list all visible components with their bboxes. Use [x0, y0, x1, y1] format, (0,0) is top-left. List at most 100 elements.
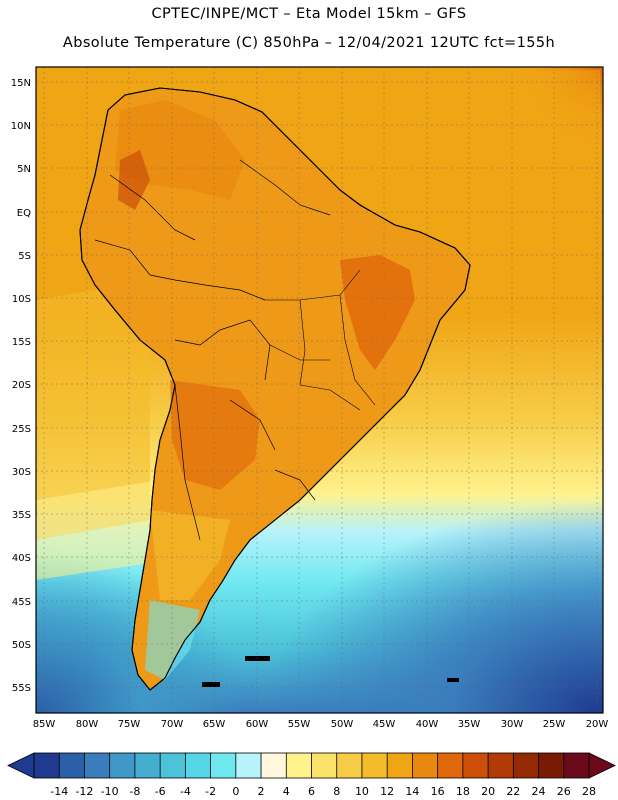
lat-label: 50S: [12, 640, 31, 651]
colorbar-swatch: [437, 752, 464, 779]
colorbar-swatch: [361, 752, 388, 779]
hot-northeast-brazil: [340, 255, 415, 370]
lon-label: 50W: [331, 719, 354, 730]
lat-label: 10N: [11, 121, 31, 132]
colorbar-tick-label: 8: [333, 785, 340, 798]
colorbar: -14 -12 -10 -8 -6 -4 -2 0 2 4 6 8 10 12 14 16 18 20 22 24 26…: [7, 752, 616, 798]
colorbar-tick-label: 4: [283, 785, 290, 798]
lat-label: 45S: [12, 597, 31, 608]
continent-outline: [79, 87, 471, 691]
colorbar-swatch: [412, 752, 439, 779]
lat-label: 5N: [17, 164, 31, 175]
lat-label: 30S: [12, 467, 31, 478]
colorbar-tick-label: -10: [101, 785, 119, 798]
colorbar-tick-label: -2: [205, 785, 216, 798]
colorbar-tick-label: 0: [232, 785, 239, 798]
colorbar-tick-label: 6: [308, 785, 315, 798]
colorbar-tick-label: -4: [180, 785, 191, 798]
lon-label: 35W: [458, 719, 481, 730]
pacific-mild-band: [36, 280, 150, 540]
colorbar-tick-label: 14: [405, 785, 419, 798]
border-venezuela-guyana: [239, 159, 331, 216]
colorbar-tick-label: -8: [129, 785, 140, 798]
lon-label: 65W: [203, 719, 226, 730]
colorbar-swatch: [84, 752, 111, 779]
colorbar-swatch: [134, 752, 161, 779]
lon-label: 45W: [373, 719, 396, 730]
lat-label: 15N: [11, 78, 31, 89]
lat-label: 40S: [12, 553, 31, 564]
colorbar-swatch: [311, 752, 338, 779]
colorbar-tick-label: 16: [431, 785, 445, 798]
lat-label: 15S: [12, 337, 31, 348]
lon-label: 75W: [118, 719, 141, 730]
lat-label: 5S: [18, 251, 31, 262]
lat-label: 25S: [12, 424, 31, 435]
lon-label: 70W: [161, 719, 184, 730]
lon-label: 55W: [288, 719, 311, 730]
colorbar-arrow-left: [7, 752, 35, 779]
lat-label: 35S: [12, 510, 31, 521]
colorbar-arrow-right: [588, 752, 616, 779]
colorbar-swatch: [487, 752, 515, 779]
pacific-cool-band: [36, 480, 170, 580]
hot-andes-north: [118, 150, 150, 210]
border-colombia: [109, 174, 196, 241]
islands: [202, 656, 459, 687]
colorbar-tick-label: -14: [50, 785, 68, 798]
border-chile-argentina: [174, 384, 201, 541]
lon-label: 20W: [586, 719, 609, 730]
colorbar-swatch: [210, 752, 237, 779]
lat-label: EQ: [17, 208, 31, 219]
mild-patagonia-north: [150, 510, 230, 600]
temperature-field: [36, 67, 603, 713]
colorbar-swatch: [386, 752, 414, 779]
colorbar-swatch: [563, 752, 590, 779]
lat-label: 20S: [12, 380, 31, 391]
hot-chaco-region: [170, 380, 260, 490]
colorbar-swatch: [58, 752, 86, 779]
border-ecuador-peru: [94, 239, 151, 276]
lat-label: 10S: [12, 294, 31, 305]
lon-label: 30W: [501, 719, 524, 730]
colorbar-swatch: [235, 752, 262, 779]
lon-label: 40W: [416, 719, 439, 730]
colorbar-tick-label: -12: [75, 785, 93, 798]
colorbar-swatch: [109, 752, 136, 779]
lon-label: 60W: [246, 719, 269, 730]
colorbar-tick-label: 10: [355, 785, 369, 798]
colorbar-tick-label: 12: [380, 785, 394, 798]
lon-label: 25W: [543, 719, 566, 730]
brazil-state-borders: [265, 269, 376, 411]
border-uruguay: [274, 469, 316, 501]
map-frame: [35, 66, 604, 714]
colorbar-swatch: [512, 752, 540, 779]
colorbar-tick-label: -6: [155, 785, 166, 798]
colorbar-tick-label: 20: [481, 785, 495, 798]
border-peru-brazil: [149, 274, 266, 301]
colorbar-swatch: [336, 752, 363, 779]
colorbar-tick-label: 2: [258, 785, 265, 798]
colorbar-swatch: [260, 752, 287, 779]
border-bolivia: [174, 319, 271, 381]
colorbar-swatch: [184, 752, 212, 779]
colorbar-tick-label: 18: [456, 785, 470, 798]
colorbar-tick-label: 24: [532, 785, 546, 798]
country-borders: [94, 159, 331, 541]
colorbar-swatch: [33, 752, 60, 779]
colorbar-swatch: [285, 752, 313, 779]
lon-label: 80W: [76, 719, 99, 730]
lat-label: 55S: [12, 683, 31, 694]
border-paraguay: [229, 399, 276, 451]
longitude-labels: 85W 80W 75W 70W 65W 60W 55W 50W 45W 40W …: [33, 719, 609, 730]
map-title: CPTEC/INPE/MCT – Eta Model 15km – GFS: [151, 6, 467, 22]
cool-patagonia-south: [145, 600, 200, 680]
lon-label: 85W: [33, 719, 56, 730]
latitude-labels: 15N 10N 5N EQ 5S 10S 15S 20S 25S 30S 35S…: [11, 78, 31, 694]
map-subtitle: Absolute Temperature (C) 850hPa – 12/04/…: [62, 35, 556, 51]
colorbar-tick-label: 28: [582, 785, 596, 798]
colorbar-swatch: [159, 752, 187, 779]
colorbar-tick-label: 26: [557, 785, 571, 798]
colorbar-tick-label: 22: [506, 785, 520, 798]
